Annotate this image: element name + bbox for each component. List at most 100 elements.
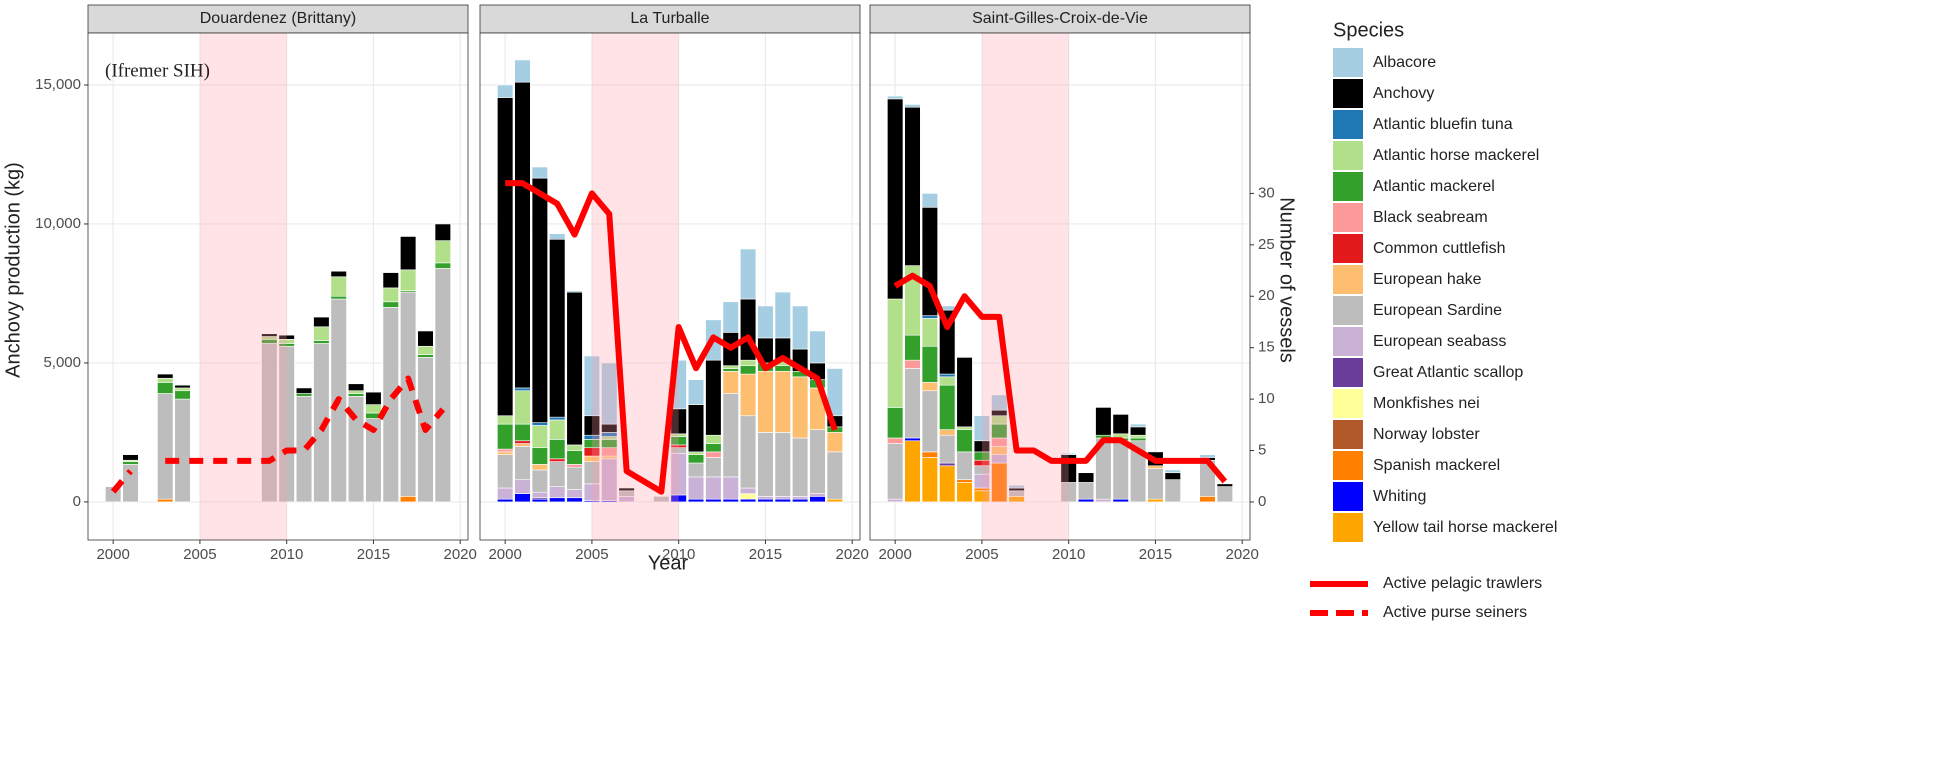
bar-segment <box>157 373 174 379</box>
bar-segment <box>514 440 531 444</box>
legend-label: Common cuttlefish <box>1373 240 1506 257</box>
bar-segment <box>956 482 973 503</box>
x-tick-label: 2000 <box>878 546 911 563</box>
vessel-line <box>505 180 838 495</box>
bar-segment <box>347 383 365 392</box>
bar-segment <box>956 357 973 428</box>
bar-segment <box>601 362 618 425</box>
x-tick-label: 2020 <box>1226 546 1259 563</box>
legend-label: Atlantic horse mackerel <box>1373 147 1539 164</box>
bar-segment <box>722 476 739 500</box>
x-axis-title: Year <box>648 552 689 574</box>
x-tick-label: 2010 <box>1052 546 1085 563</box>
bar-segment <box>973 415 991 442</box>
bar-segment <box>705 443 722 453</box>
legend-key <box>1333 451 1363 480</box>
x-tick-label: 2000 <box>488 546 521 563</box>
bar-segment <box>1164 479 1181 503</box>
bar-segment <box>549 238 566 418</box>
bar-segment <box>514 443 531 447</box>
bar-segment <box>904 437 921 442</box>
bar-segment <box>566 290 583 293</box>
bar-segment <box>826 368 843 417</box>
bar-segment <box>382 301 399 308</box>
bar-segment <box>774 291 791 339</box>
bar-segment <box>434 268 451 503</box>
bar-segment <box>1147 498 1164 503</box>
y-tick-label: 15,000 <box>35 76 81 93</box>
bar-segment <box>1077 498 1095 503</box>
bar-segment <box>1095 498 1112 503</box>
legend-label: Great Atlantic scallop <box>1373 364 1523 381</box>
bar-segment <box>382 272 399 289</box>
bar-segment <box>739 493 757 500</box>
bar-segment <box>809 330 826 364</box>
x-tick-label: 2005 <box>183 546 216 563</box>
bar-segment <box>514 493 531 503</box>
x-tick-label: 2010 <box>662 546 695 563</box>
bar-segment <box>757 498 774 503</box>
bar-segment <box>531 425 548 449</box>
legend-label: Norway lobster <box>1373 426 1480 443</box>
bar-segment <box>1216 483 1233 487</box>
legend-key <box>1333 110 1363 139</box>
bar-segment <box>722 370 739 394</box>
bar-segment <box>722 498 739 503</box>
bar-segment <box>347 393 365 397</box>
bar-segment <box>261 333 278 337</box>
bar-segment <box>566 489 583 499</box>
legend-label: European seabass <box>1373 333 1506 350</box>
bar-segment <box>739 415 757 489</box>
bar-segment <box>330 295 347 300</box>
bar-segment <box>365 404 382 414</box>
bar-segment <box>514 387 531 392</box>
bar-segment <box>434 262 451 269</box>
bar-segment <box>1129 423 1147 428</box>
x-tick-label: 2020 <box>444 546 477 563</box>
bar-segment <box>705 359 722 436</box>
bar-segment <box>382 287 399 303</box>
bar-segment <box>887 95 904 100</box>
bar-segment <box>531 491 548 499</box>
legend-key <box>1333 482 1363 511</box>
panel-title: Saint-Gilles-Croix-de-Vie <box>972 10 1148 27</box>
bar-segment <box>887 437 904 444</box>
bar-segment <box>687 454 705 464</box>
bar-segment <box>365 391 382 405</box>
y2-tick-label: 20 <box>1258 287 1275 304</box>
bar-segment <box>757 305 774 339</box>
bar-segment <box>174 390 191 400</box>
bar-segment <box>400 496 417 503</box>
bar-segment <box>549 497 566 503</box>
bar-segment <box>792 437 809 497</box>
bar-segment <box>514 423 531 442</box>
legend-label: Atlantic bluefin tuna <box>1373 116 1513 133</box>
y2-tick-label: 15 <box>1258 339 1275 356</box>
bar-segment <box>757 496 774 500</box>
bar-segment <box>939 462 956 467</box>
legend-label: Monkfishes nei <box>1373 395 1480 412</box>
bar-segment <box>653 496 670 503</box>
bar-segment <box>792 496 809 500</box>
bar-segment <box>531 464 548 471</box>
bar-segment <box>417 354 434 358</box>
y2-axis-title: Number of vessels <box>1276 197 1298 363</box>
shade <box>981 33 1069 540</box>
bar-segment <box>295 393 313 397</box>
bar-segment <box>313 316 330 328</box>
bar-segment <box>566 466 583 490</box>
bar-segment <box>792 376 809 439</box>
legend-key <box>1333 48 1363 77</box>
x-tick-label: 2015 <box>749 546 782 563</box>
panel-border <box>869 32 1251 541</box>
bar-segment <box>774 498 791 503</box>
vessel-line <box>110 469 133 494</box>
y-tick-label: 0 <box>73 493 81 510</box>
bar-segment <box>687 498 705 503</box>
legend-key <box>1333 327 1363 356</box>
bar-segment <box>1199 454 1216 458</box>
bar-segment <box>956 451 973 480</box>
bar-segment <box>531 166 548 179</box>
bar-segment <box>497 454 514 489</box>
